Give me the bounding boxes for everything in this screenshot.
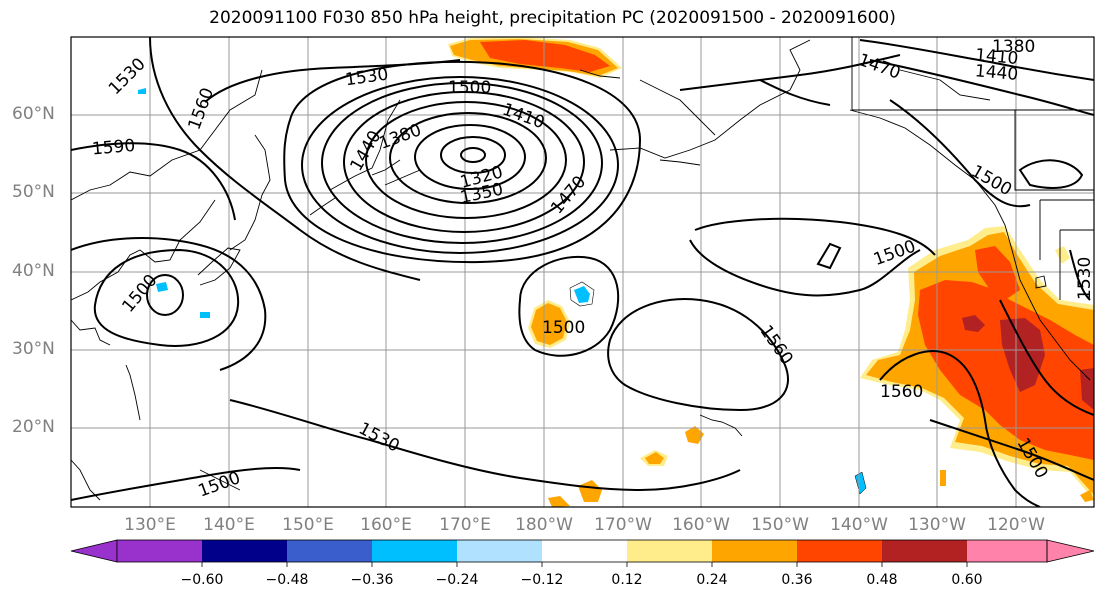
graticule <box>71 37 1094 507</box>
colorbar-label: −0.12 <box>520 572 564 588</box>
contour-label: 1590 <box>91 136 136 160</box>
precip-shading <box>138 37 1094 507</box>
contour-label: 1500 <box>448 78 491 98</box>
lat-label-60n: 60°N <box>12 104 55 124</box>
contour-label: 1410 <box>974 45 1019 69</box>
colorbar-label: −0.24 <box>435 572 479 588</box>
colorbar-swatch <box>712 540 797 562</box>
colorbar <box>70 539 1095 567</box>
contour-label: 1440 <box>974 61 1019 85</box>
contour-label: 1470 <box>547 172 590 218</box>
colorbar-swatch <box>797 540 882 562</box>
lon-label-170e: 170°E <box>439 515 491 535</box>
colorbar-label: 0.48 <box>866 572 898 588</box>
colorbar-label: −0.48 <box>265 572 309 588</box>
colorbar-label: 0.12 <box>611 572 643 588</box>
contour-label: 1560 <box>880 382 923 402</box>
colorbar-low-extension <box>70 539 118 563</box>
lon-label-170w: 170°W <box>594 515 652 535</box>
lon-label-180w: 180°W <box>515 515 573 535</box>
colorbar-high-extension <box>1046 539 1095 563</box>
lon-label-120w: 120°W <box>987 515 1045 535</box>
colorbar-swatch <box>627 540 712 562</box>
lat-label-30n: 30°N <box>12 339 55 359</box>
colorbar-swatch <box>542 540 627 562</box>
contour-label: 1560 <box>185 85 219 132</box>
contour-label: 1410 <box>500 100 547 134</box>
lat-label-40n: 40°N <box>12 261 55 281</box>
coastlines <box>71 37 1094 501</box>
colorbar-swatch <box>457 540 542 562</box>
colorbar-swatch <box>967 540 1047 562</box>
lon-label-160e: 160°E <box>360 515 412 535</box>
contour-label: 1530 <box>344 65 390 91</box>
contour-label: 1530 <box>1075 257 1095 300</box>
contour-label: 1380 <box>992 37 1035 57</box>
contour-label: 1530 <box>355 419 403 457</box>
colorbar-swatch <box>117 540 202 562</box>
colorbar-label: 0.36 <box>781 572 813 588</box>
map-frame <box>70 36 1095 508</box>
colorbar-swatch <box>372 540 457 562</box>
lon-label-130e: 130°E <box>124 515 176 535</box>
lon-label-150w: 150°W <box>751 515 809 535</box>
colorbar-label: −0.36 <box>350 572 394 588</box>
lon-label-150e: 150°E <box>282 515 334 535</box>
map-title: 2020091100 F030 850 hPa height, precipit… <box>209 8 896 28</box>
contour-label: 1500 <box>542 318 585 338</box>
lon-label-160w: 160°W <box>672 515 730 535</box>
contour-label: 1560 <box>756 322 797 369</box>
lat-label-50n: 50°N <box>12 182 55 202</box>
lon-label-130w: 130°W <box>908 515 966 535</box>
lon-label-140w: 140°W <box>830 515 888 535</box>
lon-label-140e: 140°E <box>203 515 255 535</box>
colorbar-swatch <box>882 540 967 562</box>
colorbar-label: −0.60 <box>180 572 224 588</box>
height-contours <box>71 37 1094 507</box>
lat-label-20n: 20°N <box>12 417 55 437</box>
colorbar-label: 0.24 <box>696 572 728 588</box>
colorbar-swatch <box>202 540 287 562</box>
contour-label: 1500 <box>871 236 918 270</box>
colorbar-label: 0.60 <box>951 572 983 588</box>
colorbar-swatch <box>287 540 372 562</box>
